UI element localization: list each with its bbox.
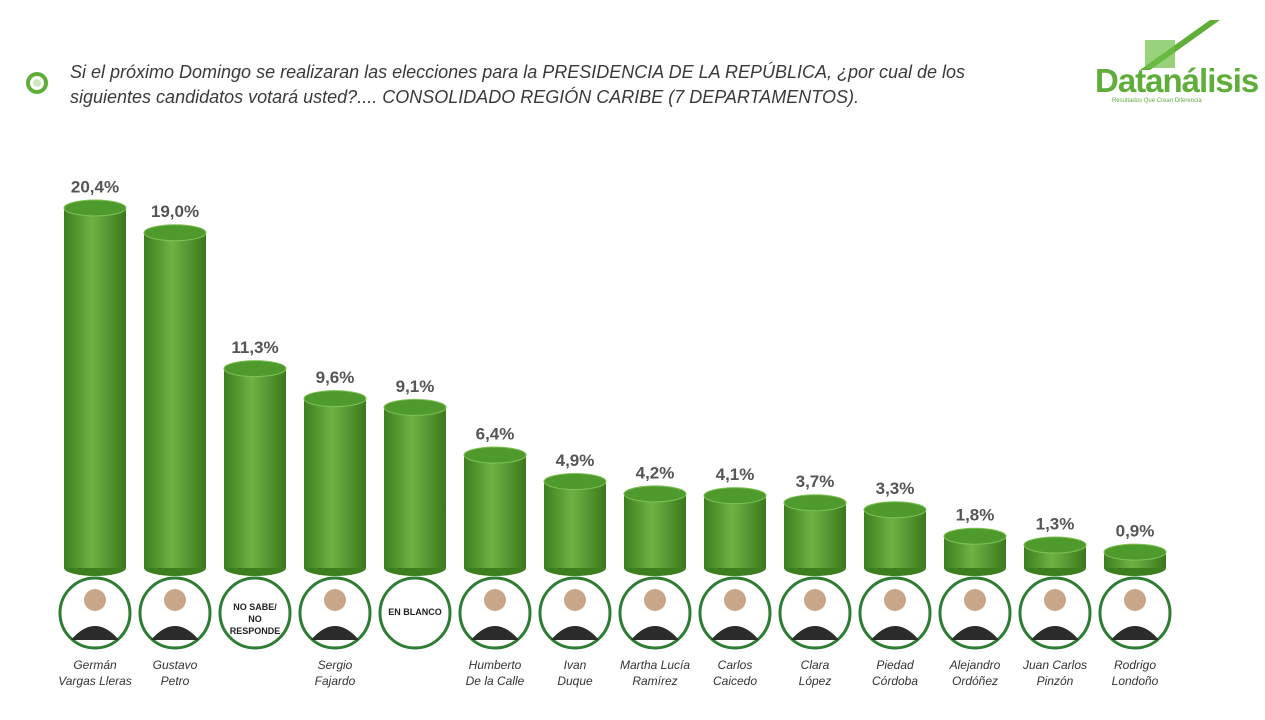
photo-head — [804, 589, 826, 611]
tagline: Resultados Que Crean Diferencia — [1112, 98, 1202, 104]
candidate-circle — [458, 576, 532, 650]
photo-head — [1044, 589, 1066, 611]
bar-top — [703, 487, 767, 505]
category-label: Germán Vargas Lleras — [58, 658, 132, 688]
photo-body — [71, 626, 119, 640]
category-label: Piedad Córdoba — [871, 658, 919, 688]
photo-body — [631, 626, 679, 640]
photo-head — [884, 589, 906, 611]
bar — [304, 398, 366, 568]
bar-top — [223, 360, 287, 378]
category-label: NO SABE/ NO RESPONDE — [229, 602, 281, 636]
value-label: 4,1% — [716, 465, 755, 484]
value-label: 3,7% — [796, 472, 835, 491]
photo-head — [324, 589, 346, 611]
bar-top — [943, 527, 1007, 545]
bar-top — [63, 199, 127, 217]
photo-head — [964, 589, 986, 611]
candidate-circle — [218, 576, 292, 650]
value-label: 4,9% — [556, 451, 595, 470]
photo-body — [1031, 626, 1079, 640]
category-label: Alejandro Ordóñez — [949, 658, 1001, 688]
value-label: 9,1% — [396, 377, 435, 396]
bar — [704, 495, 766, 568]
bar — [384, 407, 446, 568]
photo-body — [151, 626, 199, 640]
chart-title: Si el próximo Domingo se realizaran las … — [70, 62, 966, 107]
value-label: 11,3% — [231, 338, 278, 357]
photo-head — [724, 589, 746, 611]
value-label: 9,6% — [316, 368, 355, 387]
bar — [544, 481, 606, 568]
candidate-circle — [1018, 576, 1092, 650]
photo-head — [484, 589, 506, 611]
value-label: 20,4% — [71, 177, 119, 196]
photo-head — [644, 589, 666, 611]
candidate-circle — [1098, 576, 1172, 650]
candidate-circle — [778, 576, 852, 650]
photo-body — [791, 626, 839, 640]
value-label: 4,2% — [636, 463, 675, 482]
candidate-circle — [538, 576, 612, 650]
bar-top — [143, 224, 207, 242]
bar-top — [383, 398, 447, 416]
photo-body — [1111, 626, 1159, 640]
bullet-icon — [26, 72, 48, 94]
bar — [64, 208, 126, 568]
photo-head — [1124, 589, 1146, 611]
bar — [144, 232, 206, 569]
bar-top — [543, 473, 607, 491]
category-label: Gustavo Petro — [152, 658, 198, 688]
candidate-circle — [58, 576, 132, 650]
category-label: Rodrigo Londoño — [1111, 658, 1159, 688]
bar — [624, 493, 686, 568]
bar-top — [303, 390, 367, 408]
bar-top — [463, 446, 527, 464]
photo-body — [871, 626, 919, 640]
bar — [224, 368, 286, 568]
bullet-icon-core — [33, 79, 41, 87]
value-label: 6,4% — [476, 425, 515, 444]
bar — [464, 455, 526, 568]
category-label: Ivan Duque — [557, 658, 593, 688]
candidate-circle — [138, 576, 212, 650]
candidate-circle — [618, 576, 692, 650]
candidate-circle — [298, 576, 372, 650]
value-label: 1,8% — [956, 506, 995, 525]
value-label: 0,9% — [1116, 522, 1155, 541]
logo-mark — [1145, 40, 1175, 68]
category-label: EN BLANCO — [388, 607, 442, 617]
photo-body — [311, 626, 359, 640]
candidate-circle — [698, 576, 772, 650]
photo-body — [951, 626, 999, 640]
bar — [864, 509, 926, 568]
candidate-circle — [938, 576, 1012, 650]
photo-head — [84, 589, 106, 611]
photo-head — [564, 589, 586, 611]
bar-top — [1023, 536, 1087, 554]
photo-body — [471, 626, 519, 640]
bar-top — [623, 485, 687, 503]
brand: Datanálisis — [1095, 62, 1259, 99]
candidate-circle — [378, 576, 452, 650]
photo-body — [551, 626, 599, 640]
value-label: 1,3% — [1036, 515, 1075, 534]
bar-top — [783, 494, 847, 512]
value-label: 19,0% — [151, 202, 199, 221]
category-label: Sergio Fajardo — [314, 658, 356, 688]
value-label: 3,3% — [876, 479, 915, 498]
category-label: Clara López — [798, 658, 832, 688]
category-label: Martha Lucía Ramírez — [619, 658, 691, 688]
bar — [784, 502, 846, 568]
candidate-circle — [858, 576, 932, 650]
bar-top — [863, 501, 927, 519]
category-label: Carlos Caicedo — [712, 658, 758, 688]
category-label: Juan Carlos Pinzón — [1022, 658, 1088, 688]
photo-head — [164, 589, 186, 611]
bar-top — [1103, 543, 1167, 561]
category-label: Humberto De la Calle — [465, 658, 525, 688]
photo-body — [711, 626, 759, 640]
